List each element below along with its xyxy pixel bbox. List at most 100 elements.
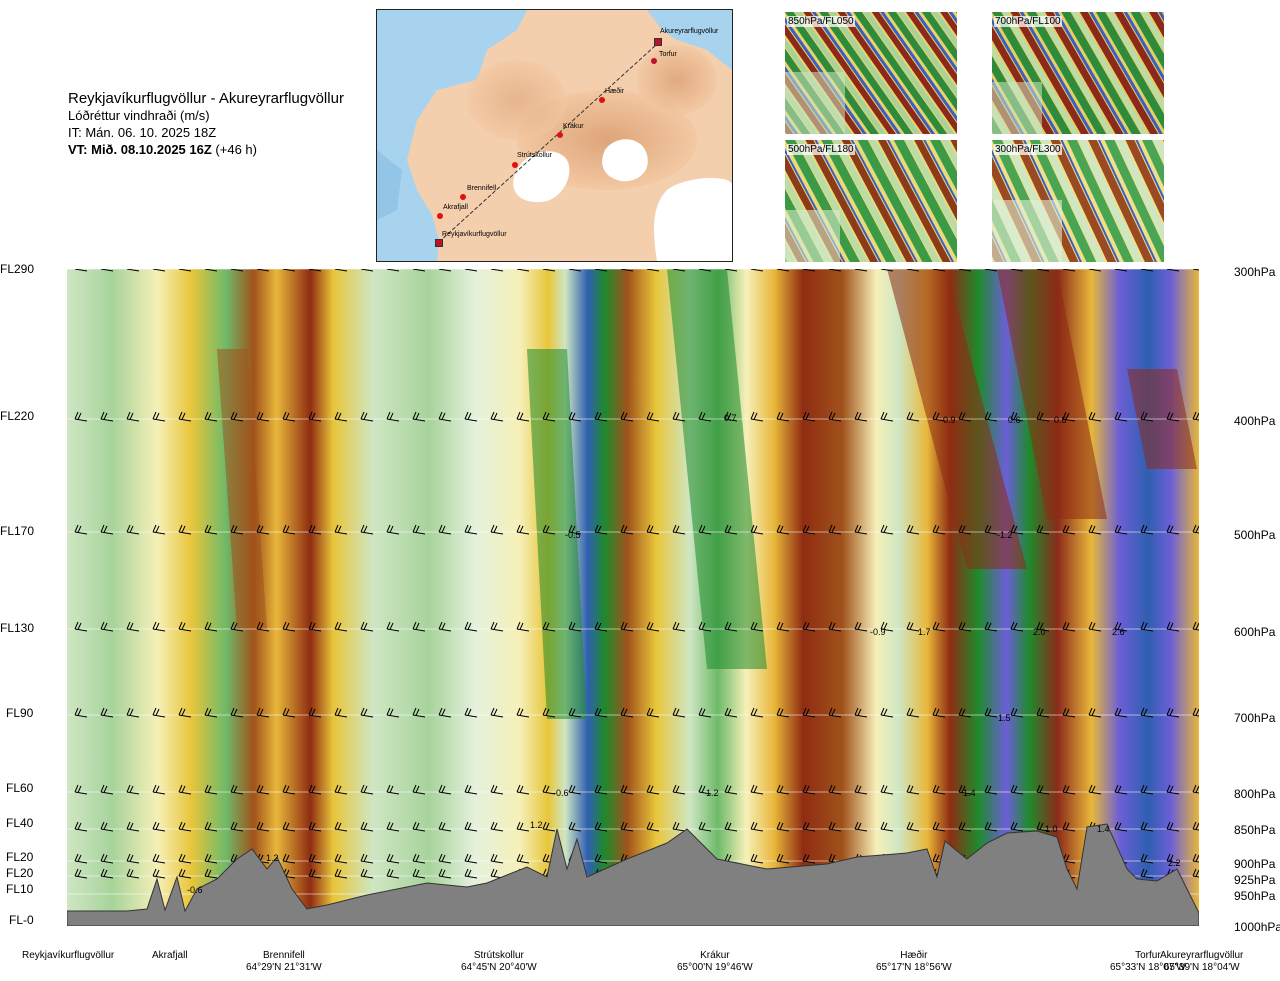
wind-barb bbox=[308, 621, 322, 632]
wind-barb bbox=[74, 868, 88, 879]
wind-barb bbox=[308, 411, 322, 422]
wind-barb bbox=[932, 784, 946, 795]
wind-barb bbox=[1140, 524, 1154, 535]
wind-barb bbox=[1140, 621, 1154, 632]
wind-barb bbox=[1062, 621, 1076, 632]
wind-barb bbox=[230, 621, 244, 632]
wind-barb bbox=[74, 269, 88, 272]
wind-barb bbox=[360, 853, 374, 864]
wind-barb bbox=[464, 621, 478, 632]
wind-barb bbox=[204, 821, 218, 832]
fl-label: FL60 bbox=[6, 781, 34, 795]
map-point-torfur bbox=[651, 58, 657, 64]
wind-barb bbox=[594, 411, 608, 422]
wind-barb bbox=[698, 621, 712, 632]
value-label: 1.4 bbox=[963, 788, 976, 798]
wind-barb bbox=[308, 784, 322, 795]
wind-barb bbox=[1062, 411, 1076, 422]
wind-barb bbox=[178, 269, 192, 272]
wind-barb bbox=[1166, 269, 1180, 272]
wind-barb bbox=[984, 411, 998, 422]
inset-850hpa-label: 850hPa/FL050 bbox=[787, 16, 855, 27]
wind-barb bbox=[516, 821, 530, 832]
wind-barb bbox=[516, 269, 530, 272]
wind-barb bbox=[1088, 411, 1102, 422]
wind-barb bbox=[802, 821, 816, 832]
wind-barb bbox=[854, 269, 868, 272]
wind-barb bbox=[1062, 707, 1076, 718]
wind-barb bbox=[620, 524, 634, 535]
wind-barb bbox=[1010, 621, 1024, 632]
wind-barb bbox=[750, 621, 764, 632]
wind-barb bbox=[438, 784, 452, 795]
wind-barb bbox=[906, 621, 920, 632]
wind-barb bbox=[152, 524, 166, 535]
wind-barb bbox=[594, 269, 608, 272]
wind-barb bbox=[906, 707, 920, 718]
wind-barb bbox=[464, 707, 478, 718]
route-map: Akureyrarflugvöllur Torfur Hæðir Krákur … bbox=[376, 9, 733, 262]
wind-barb bbox=[438, 524, 452, 535]
wind-barb bbox=[1192, 621, 1199, 631]
map-label-strutskollur: Strútskollur bbox=[517, 152, 553, 159]
fl-label: FL90 bbox=[6, 706, 34, 720]
wind-barb bbox=[438, 621, 452, 632]
pressure-label: 900hPa bbox=[1234, 857, 1276, 871]
wind-barb bbox=[516, 707, 530, 718]
wind-barb bbox=[620, 411, 634, 422]
wind-barb bbox=[178, 784, 192, 795]
terrain bbox=[67, 823, 1199, 926]
fl-label: FL220 bbox=[0, 409, 35, 423]
station-label: Torfur 65°33'N 18°07'W bbox=[1110, 950, 1186, 973]
wind-barb bbox=[932, 707, 946, 718]
wind-barb bbox=[386, 868, 400, 879]
wind-barb bbox=[568, 707, 582, 718]
wind-barb bbox=[750, 784, 764, 795]
wind-barb bbox=[542, 821, 556, 832]
inset-500hpa-svg bbox=[785, 140, 957, 262]
wind-barb bbox=[1010, 784, 1024, 795]
wind-barb bbox=[1088, 621, 1102, 632]
value-label: -0.6 bbox=[187, 885, 203, 895]
wind-barb bbox=[178, 411, 192, 422]
wind-barb bbox=[1062, 821, 1076, 832]
wind-barb bbox=[464, 524, 478, 535]
station-label: Reykjavíkurflugvöllur bbox=[22, 950, 115, 961]
wind-barb bbox=[360, 784, 374, 795]
wind-barb bbox=[1166, 853, 1180, 864]
wind-barb bbox=[880, 524, 894, 535]
value-label: 1.5 bbox=[998, 713, 1011, 723]
wind-barb bbox=[256, 821, 270, 832]
wind-barb bbox=[1166, 621, 1180, 632]
wind-barb bbox=[74, 621, 88, 632]
wind-barb bbox=[776, 621, 790, 632]
wind-barb bbox=[74, 784, 88, 795]
wind-barb bbox=[880, 821, 894, 832]
wind-barb bbox=[854, 784, 868, 795]
wind-barb bbox=[698, 784, 712, 795]
wind-barb bbox=[1088, 269, 1102, 272]
wind-barb bbox=[308, 269, 322, 272]
wind-barb bbox=[724, 621, 738, 632]
wind-barb bbox=[282, 524, 296, 535]
wind-barb bbox=[386, 524, 400, 535]
value-label: 1.2 bbox=[266, 853, 279, 863]
wind-barb bbox=[776, 411, 790, 422]
wind-barb bbox=[724, 269, 738, 272]
wind-barb bbox=[724, 784, 738, 795]
wind-barb bbox=[282, 707, 296, 718]
title-block: Reykjavíkurflugvöllur - Akureyrarflugvöl… bbox=[68, 90, 344, 158]
wind-barb bbox=[906, 269, 920, 272]
wind-barb bbox=[126, 784, 140, 795]
wind-barb bbox=[126, 707, 140, 718]
wind-barb bbox=[438, 821, 452, 832]
wind-barb bbox=[984, 269, 998, 272]
wind-barb bbox=[464, 269, 478, 272]
wind-barb bbox=[178, 821, 192, 832]
wind-barb bbox=[100, 269, 114, 272]
wind-barb bbox=[854, 707, 868, 718]
wind-barb bbox=[282, 411, 296, 422]
map-label-akureyri: Akureyrarflugvöllur bbox=[660, 28, 719, 35]
wind-barb bbox=[906, 524, 920, 535]
wind-barb bbox=[204, 411, 218, 422]
